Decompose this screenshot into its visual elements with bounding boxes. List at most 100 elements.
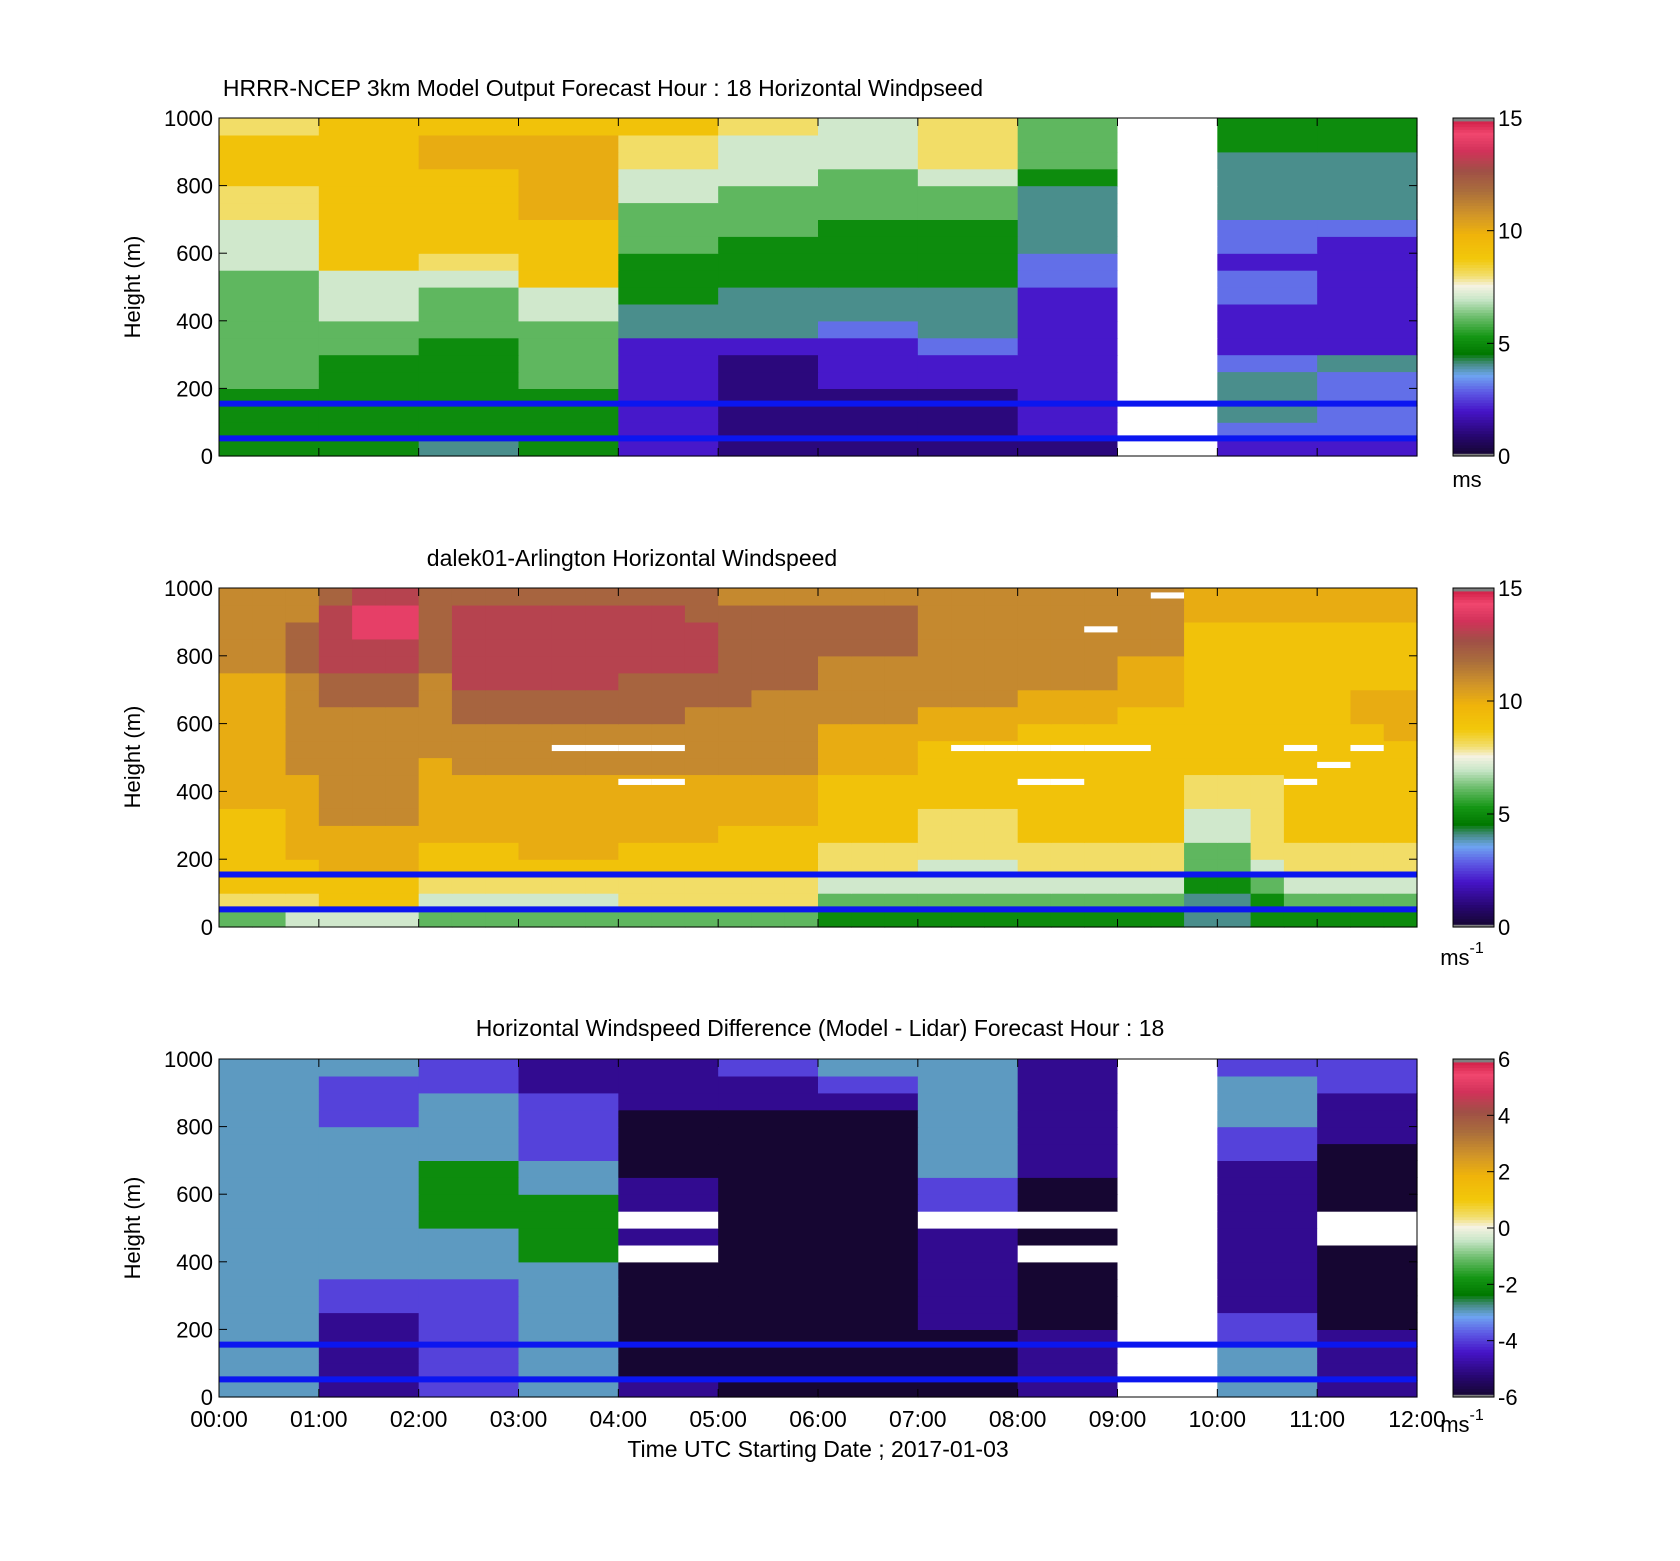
heatmap-cell xyxy=(1017,371,1119,389)
heatmap-cell xyxy=(917,825,952,843)
heatmap-cell xyxy=(1350,757,1385,776)
heatmap-cell xyxy=(1250,689,1285,708)
heatmap-cell xyxy=(751,706,786,725)
heatmap-cell xyxy=(418,303,520,322)
heatmap-cell xyxy=(1084,791,1119,809)
heatmap-cell xyxy=(984,604,1019,623)
colorbar-segment xyxy=(1453,788,1494,793)
heatmap-cell xyxy=(418,893,453,911)
heatmap-cell xyxy=(418,604,453,623)
heatmap-cell xyxy=(1283,910,1318,928)
heatmap-cell xyxy=(818,1194,919,1212)
colorbar-segment xyxy=(1453,1101,1494,1105)
heatmap-cell xyxy=(418,1211,520,1229)
heatmap-cell xyxy=(818,740,852,759)
colorbar-segment xyxy=(1453,876,1494,880)
colorbar-segment xyxy=(1453,1104,1494,1108)
heatmap-cell xyxy=(1317,287,1418,305)
heatmap-cell xyxy=(1017,910,1052,928)
heatmap-cell xyxy=(917,405,1019,423)
heatmap-cell xyxy=(784,774,819,792)
colorbar-tick-label: 0 xyxy=(1498,444,1510,469)
colorbar-segment xyxy=(1453,354,1494,359)
colorbar-segment xyxy=(1453,1067,1494,1071)
heatmap-cell xyxy=(352,791,386,809)
heatmap-cell xyxy=(851,808,886,826)
heatmap-cell xyxy=(1317,168,1418,187)
colorbar-segment xyxy=(1453,644,1494,648)
colorbar-segment xyxy=(1453,368,1494,373)
heatmap-cell xyxy=(951,910,985,928)
heatmap-cell xyxy=(1217,1380,1318,1398)
heatmap-cell xyxy=(618,1126,719,1145)
colorbar-segment xyxy=(1453,1242,1494,1246)
heatmap-cell xyxy=(951,893,985,911)
colorbar-segment xyxy=(1453,208,1494,212)
colorbar-tick-label: 5 xyxy=(1498,331,1510,356)
heatmap-cell xyxy=(684,791,719,809)
heatmap-cell xyxy=(1017,303,1119,322)
colorbar-segment xyxy=(1453,918,1494,922)
heatmap-cell xyxy=(984,842,1019,860)
colorbar-segment xyxy=(1453,780,1494,784)
colorbar-segment xyxy=(1453,1222,1494,1226)
colorbar-segment xyxy=(1453,1185,1494,1190)
heatmap-cell xyxy=(1184,638,1218,657)
heatmap-cell xyxy=(1350,842,1385,860)
colorbar-segment xyxy=(1453,309,1494,313)
heatmap-cell xyxy=(1217,168,1318,187)
colorbar-segment xyxy=(1453,275,1494,280)
heatmap-cell xyxy=(684,774,719,792)
colorbar-segment xyxy=(1453,1112,1494,1116)
heatmap-cell xyxy=(1184,893,1218,911)
colorbar-segment xyxy=(1453,771,1494,776)
heatmap-cell xyxy=(352,808,386,826)
heatmap-cell xyxy=(318,236,420,254)
heatmap-cell xyxy=(684,723,719,742)
heatmap-cell xyxy=(518,638,553,657)
colorbar-segment xyxy=(1453,337,1494,342)
heatmap-cell xyxy=(618,1143,719,1161)
y-tick-label: 400 xyxy=(176,1250,213,1275)
heatmap-cell xyxy=(1250,655,1285,674)
colorbar-segment xyxy=(1453,433,1494,437)
colorbar-segment xyxy=(1453,698,1494,702)
heatmap-cell xyxy=(618,1363,719,1381)
heatmap-cell xyxy=(318,825,353,843)
colorbar-segment xyxy=(1453,1388,1494,1392)
heatmap-cell xyxy=(718,808,753,826)
heatmap-cell xyxy=(285,689,320,708)
heatmap-cell xyxy=(917,1211,1019,1229)
heatmap-cell xyxy=(951,723,985,742)
colorbar-segment xyxy=(1453,1166,1494,1170)
heatmap-cell xyxy=(485,740,520,759)
colorbar-segment xyxy=(1453,763,1494,767)
colorbar-segment xyxy=(1453,213,1494,218)
heatmap-cell xyxy=(718,842,753,860)
heatmap-cell xyxy=(418,371,520,389)
colorbar-segment xyxy=(1453,630,1494,634)
heatmap-cell xyxy=(318,1278,420,1297)
heatmap-cell xyxy=(718,337,819,356)
colorbar-segment xyxy=(1453,168,1494,173)
colorbar-segment xyxy=(1453,822,1494,826)
heatmap-cell xyxy=(485,604,520,623)
heatmap-cell xyxy=(1184,808,1218,826)
heatmap-cell xyxy=(219,219,320,237)
colorbar-segment xyxy=(1453,1177,1494,1181)
colorbar-segment xyxy=(1453,1346,1494,1350)
heatmap-cell xyxy=(1217,253,1318,271)
heatmap-cell xyxy=(385,638,420,657)
heatmap-cell xyxy=(618,1109,719,1128)
heatmap-cell xyxy=(1017,253,1119,271)
colorbar-segment xyxy=(1453,188,1494,192)
heatmap-cell xyxy=(784,808,819,826)
heatmap-cell xyxy=(1217,1278,1318,1297)
missing-cell xyxy=(984,744,1018,752)
heatmap-cell xyxy=(718,1160,819,1178)
colorbar-segment xyxy=(1453,808,1494,812)
heatmap-cell xyxy=(318,1228,420,1246)
heatmap-cell xyxy=(784,638,819,657)
heatmap-cell xyxy=(851,910,886,928)
